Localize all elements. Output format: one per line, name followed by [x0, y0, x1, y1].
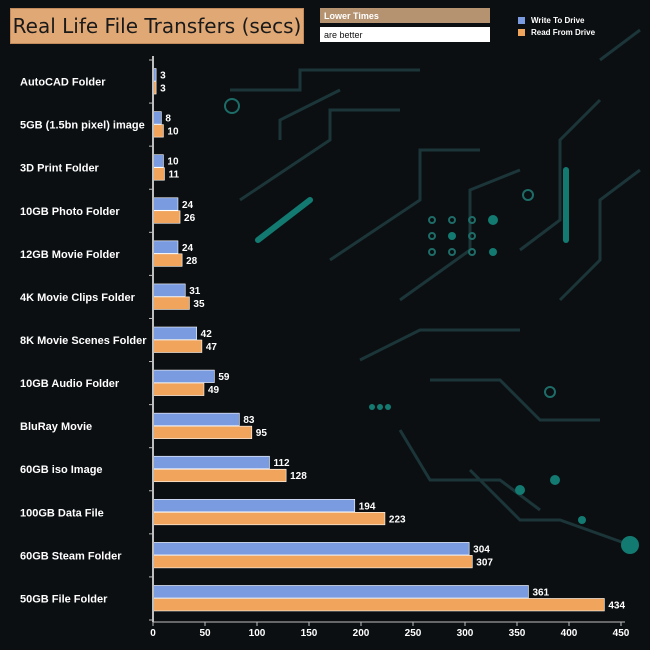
bar-write [152, 240, 179, 254]
bar-write [152, 499, 356, 513]
bar-read [152, 555, 473, 569]
category-label: 5GB (1.5bn pixel) image [20, 120, 145, 132]
data-label-read: 95 [256, 428, 268, 439]
bar-write [152, 154, 164, 168]
data-label-write: 194 [359, 501, 376, 512]
category-label: 12GB Movie Folder [20, 249, 120, 261]
x-tick-label: 450 [613, 628, 630, 639]
category-label: AutoCAD Folder [20, 77, 106, 89]
legend-item-write: Write To Drive [518, 14, 595, 26]
x-tick-label: 50 [199, 628, 211, 639]
category-label: 3D Print Folder [20, 163, 100, 175]
category-label: 10GB Audio Folder [20, 378, 120, 390]
category-label: 100GB Data File [20, 507, 104, 519]
bar-read [152, 253, 183, 267]
data-label-read: 11 [168, 170, 179, 181]
data-label-write: 112 [273, 458, 290, 469]
category-label: 60GB Steam Folder [20, 550, 122, 562]
x-tick-label: 350 [509, 628, 526, 639]
bar-write [152, 283, 186, 297]
legend-swatch-write [518, 16, 525, 24]
category-label: BluRay Movie [20, 421, 92, 433]
bar-read [152, 124, 164, 138]
bar-write [152, 455, 270, 470]
data-label-write: 83 [243, 415, 255, 426]
chart-title: Real Life File Transfers (secs) [10, 8, 304, 44]
data-label-write: 59 [218, 372, 230, 383]
bar-write [152, 585, 529, 599]
bar-read [152, 468, 287, 483]
x-tick-label: 100 [249, 628, 266, 639]
x-tick-label: 0 [150, 628, 156, 639]
x-tick-label: 200 [353, 628, 370, 639]
data-label-read: 10 [167, 127, 179, 138]
data-label-write: 42 [201, 329, 213, 340]
data-label-read: 35 [193, 299, 205, 310]
bar-read [152, 382, 205, 396]
category-label: 60GB iso Image [20, 464, 103, 476]
x-tick-label: 400 [561, 628, 578, 639]
data-label-write: 31 [189, 286, 201, 297]
bar-write [152, 197, 179, 211]
note-are-better: are better [320, 27, 490, 42]
bar-write [152, 369, 215, 383]
bar-read [152, 210, 181, 224]
data-label-read: 49 [208, 385, 220, 396]
bar-read [152, 425, 253, 439]
data-label-read: 47 [206, 342, 218, 353]
data-label-read: 223 [389, 514, 406, 525]
bar-read [152, 598, 605, 612]
legend-item-read: Read From Drive [518, 26, 595, 38]
data-label-write: 24 [182, 243, 194, 254]
bar-write [152, 326, 197, 340]
category-label: 50GB File Folder [20, 593, 108, 605]
data-label-write: 24 [182, 200, 194, 211]
bar-write [152, 542, 470, 556]
data-label-write: 304 [473, 544, 490, 555]
bar-read [152, 339, 203, 353]
legend-label-write: Write To Drive [531, 15, 585, 25]
data-label-read: 3 [160, 84, 166, 95]
data-label-write: 8 [165, 114, 171, 125]
data-label-write: 3 [160, 71, 166, 82]
legend-label-read: Read From Drive [531, 27, 596, 37]
data-label-read: 28 [186, 256, 198, 267]
note-lower-times: Lower Times [320, 8, 490, 23]
data-label-read: 434 [608, 600, 625, 611]
data-label-read: 307 [476, 557, 493, 568]
x-tick-label: 300 [457, 628, 474, 639]
data-label-write: 10 [167, 157, 179, 168]
bar-read [152, 512, 386, 526]
bar-write [152, 111, 162, 125]
category-label: 10GB Photo Folder [20, 206, 120, 218]
bar-read [152, 296, 190, 310]
x-tick-label: 250 [405, 628, 422, 639]
data-label-read: 128 [290, 471, 307, 482]
bar-write [152, 412, 240, 426]
legend: Write To Drive Read From Drive [518, 14, 595, 38]
category-label: 4K Movie Clips Folder [20, 292, 136, 304]
legend-swatch-read [518, 28, 525, 36]
data-label-write: 361 [532, 587, 549, 598]
category-label: 8K Movie Scenes Folder [20, 335, 147, 347]
data-label-read: 26 [184, 213, 196, 224]
bar-read [152, 167, 165, 181]
x-tick-label: 150 [301, 628, 318, 639]
